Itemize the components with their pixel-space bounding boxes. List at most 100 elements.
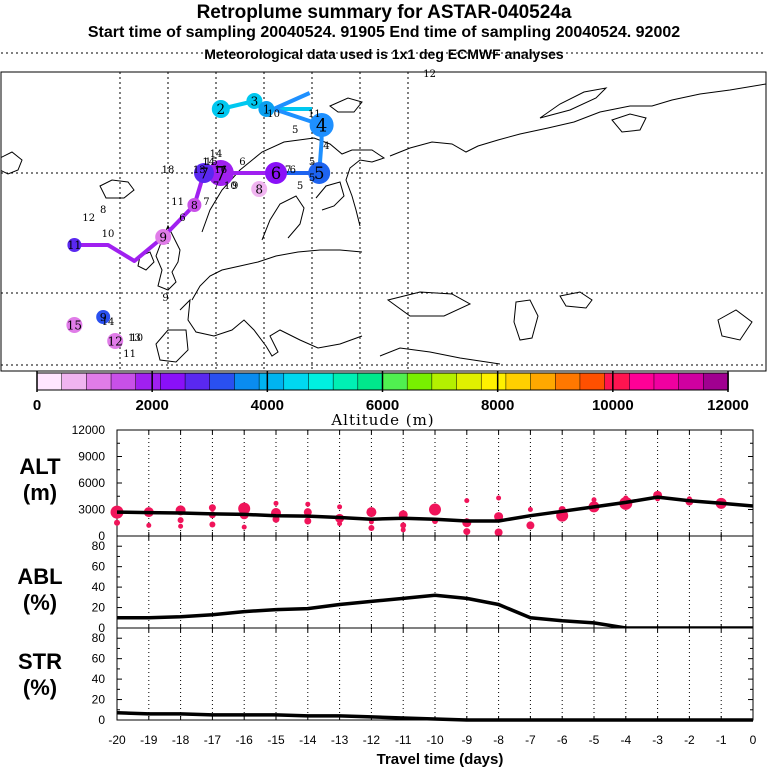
trajectory-marker-dot [309, 113, 334, 137]
trajectory-day-label: 15 [205, 157, 218, 168]
trajectory-marker-label: 12 [108, 334, 123, 348]
colorbar-tick-label: 10000 [592, 397, 634, 414]
altitude-scatter-point [463, 528, 471, 536]
trajectory-marker: 11 [67, 238, 82, 252]
altitude-scatter-point [400, 527, 406, 533]
x-tick-label: 0 [750, 733, 757, 747]
colorbar-tick-label: 0 [33, 397, 41, 414]
trajectory-marker: 5 [308, 162, 331, 184]
abl-label: ABL [17, 564, 62, 589]
trajectory-day-label: 5 [297, 181, 303, 192]
trajectory-day-label: 11 [123, 349, 136, 360]
y-tick-label: 0 [98, 529, 105, 543]
trajectory-day-label: 7 [285, 165, 291, 176]
colorbar-tick-label: 12000 [707, 397, 749, 414]
altitude-scatter-point [337, 504, 343, 510]
alt-series-line [116, 495, 754, 523]
altitude-scatter-point [429, 503, 441, 516]
trajectory-day-label: 8 [100, 205, 106, 216]
str-series-line [116, 711, 753, 722]
x-tick-label: -12 [363, 733, 381, 747]
trajectory-marker-dot [66, 317, 83, 333]
trajectory-day-label: 12 [423, 69, 436, 80]
colorbar-cell [209, 372, 236, 391]
trajectory-marker-label: 6 [271, 164, 282, 183]
altitude-scatter-point [208, 504, 216, 512]
coast-novaya-zemlya [539, 87, 608, 119]
altitude-scatter-point [241, 524, 247, 530]
trajectory-marker: 9 [96, 310, 111, 324]
panel-labels: ALT (m) ABL (%) STR (%) [17, 454, 62, 700]
trajectory-marker: 12 [107, 333, 124, 349]
x-axis-title: Travel time (days) [377, 751, 504, 768]
colorbar-cell [382, 372, 408, 391]
map-frame [0, 71, 767, 372]
colorbar-cell [283, 372, 310, 391]
altitude-scatter-point [494, 512, 504, 522]
x-tick-label: -11 [395, 733, 412, 747]
trajectory-day-label: 14 [102, 317, 115, 328]
trajectory-marker-dot [246, 93, 263, 109]
altitude-scatter-point [623, 495, 629, 501]
altitude-scatter-point [114, 519, 120, 526]
str-panel-frame [116, 627, 754, 721]
trajectory-day-label: 9 [162, 293, 168, 304]
colorbar-cell [86, 372, 112, 391]
trajectory-marker-dot [96, 310, 111, 324]
trajectory-marker: 6 [265, 162, 287, 184]
y-tick-label: 60 [92, 560, 106, 574]
colorbar-cell [678, 372, 705, 391]
trajectory-day-label: 6 [179, 213, 185, 224]
coast-aral [559, 291, 593, 309]
colorbar-cell [604, 372, 631, 391]
altitude-scatter-point [178, 523, 184, 529]
x-tick-label: -16 [236, 733, 254, 747]
altitude-scatter-point [146, 522, 152, 528]
altitude-scatter-point [368, 525, 375, 532]
colorbar-cell [703, 372, 729, 391]
trajectory-marker-dot [265, 162, 287, 184]
trajectory-marker-dot [258, 101, 275, 117]
alt-unit: (m) [23, 480, 57, 505]
trajectory-marker: 1 [258, 101, 275, 117]
trajectory-marker-label: 2 [217, 102, 226, 118]
alt-label: ALT [19, 454, 61, 479]
x-tick-label: -18 [172, 733, 190, 747]
colorbar-cell [184, 372, 211, 391]
y-tick-label: 20 [92, 601, 106, 615]
trajectory-marker: 2 [211, 100, 230, 118]
trajectory-day-label: 6 [290, 165, 296, 176]
colorbar-cell [653, 372, 680, 391]
colorbar-cell [555, 372, 581, 391]
time-series-panels: 030006000900012000020406080020406080-20-… [72, 423, 757, 747]
x-tick-label: -5 [589, 733, 600, 747]
colorbar-cell [431, 372, 458, 391]
x-tick-label: -6 [557, 733, 568, 747]
trajectory-day-label: 4 [323, 141, 329, 152]
trajectory-marker: 15 [66, 317, 83, 333]
colorbar-cell [332, 372, 359, 391]
colorbar-tick-label: 4000 [251, 397, 284, 414]
trajectory-day-label: 10 [102, 229, 115, 240]
colorbar-cell [61, 372, 88, 391]
coast-gulf [315, 181, 345, 211]
coast-scandinavia [201, 137, 386, 233]
trajectory-marker-dot [67, 238, 82, 252]
x-axis-tick-labels: -20 -19 -18 -17 -16 -15 -14 -13 -12 -11 -10 -9 -8 -7-… [108, 733, 756, 747]
trajectory-marker-label: 15 [67, 318, 82, 332]
y-tick-label: 20 [92, 693, 106, 707]
trajectory-marker-label: 9 [159, 230, 167, 244]
chart-title: Retroplume summary for ASTAR-040524a [196, 2, 572, 23]
colorbar-tick-label: 8000 [481, 397, 514, 414]
x-tick-label: -2 [684, 733, 695, 747]
trajectory-marker: 7 [194, 163, 214, 183]
trajectory-day-label: 13 [193, 165, 206, 176]
trajectory-labels: 1110554576591076713141514161811681210914… [70, 69, 436, 384]
trajectory-marker-dot [194, 163, 214, 183]
altitude-scatter-point [177, 517, 184, 524]
y-tick-label: 60 [92, 652, 106, 666]
trajectory-day-label: 10 [267, 109, 280, 120]
colorbar-cell [579, 372, 606, 391]
colorbar-cell [505, 372, 532, 391]
